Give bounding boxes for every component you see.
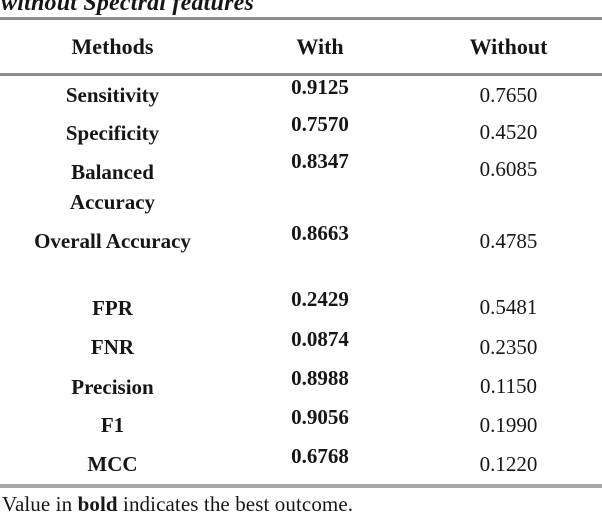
without-value-cell: 0.6085 — [479, 157, 538, 181]
method-label: Overall Accuracy — [34, 229, 191, 253]
without-value-cell: 0.1150 — [480, 374, 537, 398]
caption-text: without Spectral features — [1, 0, 255, 16]
with-value-cell: 0.8663 — [291, 220, 349, 245]
row-gap-spacer — [0, 260, 602, 288]
without-value-cell: 0.1990 — [479, 412, 538, 437]
table-row-precision: Precision 0.8988 0.1150 — [0, 366, 602, 406]
footnote-bold-word: bold — [77, 492, 118, 516]
table-row-balanced-accuracy: Balanced Accuracy 0.8347 0.6085 — [0, 149, 602, 222]
with-value-cell: 0.7570 — [291, 112, 349, 136]
method-name-cell: Specificity — [0, 118, 225, 148]
table-row-mcc: MCC 0.6768 0.1220 — [0, 444, 602, 484]
column-header-methods: Methods — [71, 33, 154, 59]
table-footnote: Value in bold indicates the best outcome… — [0, 488, 602, 517]
table-caption-fragment: without Spectral features — [0, 0, 602, 17]
table-row-f1: F1 0.9056 0.1990 — [0, 404, 602, 444]
method-name-cell: Sensitivity — [0, 80, 225, 110]
table-header-row: Methods With Without — [0, 20, 602, 73]
method-name-cell: FPR — [0, 293, 225, 323]
method-label: Sensitivity — [65, 83, 160, 107]
with-value-cell: 0.0874 — [291, 326, 349, 351]
without-value-cell: 0.2350 — [479, 334, 538, 359]
table-row-specificity: Specificity 0.7570 0.4520 — [0, 112, 602, 151]
method-label: FNR — [90, 335, 135, 359]
with-value-cell: 0.8988 — [291, 366, 349, 390]
without-value-cell: 0.4520 — [479, 120, 538, 144]
method-name-cell: Precision — [0, 372, 225, 402]
without-value-cell: 0.1220 — [479, 451, 538, 476]
without-value-cell: 0.7650 — [479, 82, 538, 107]
method-name-cell: F1 — [0, 410, 225, 440]
column-header-with: With — [296, 33, 344, 59]
method-label: F1 — [100, 413, 125, 437]
footnote-prefix: Value in — [2, 492, 78, 516]
method-label: Precision — [71, 374, 154, 399]
column-header-without: Without — [469, 33, 548, 59]
without-value-cell: 0.4785 — [479, 228, 538, 253]
with-value-cell: 0.6768 — [291, 443, 349, 468]
method-label: Balanced Accuracy — [69, 160, 156, 214]
method-name-cell: MCC — [0, 449, 225, 479]
table-row-fnr: FNR 0.0874 0.2350 — [0, 327, 602, 367]
method-name-cell: FNR — [0, 332, 225, 362]
with-value-cell: 0.2429 — [291, 287, 349, 311]
top-rule — [0, 17, 602, 20]
method-label: Specificity — [65, 120, 160, 145]
with-value-cell: 0.9125 — [291, 74, 349, 99]
method-name-cell: Overall Accuracy — [0, 226, 225, 256]
table-row-sensitivity: Sensitivity 0.9125 0.7650 — [0, 74, 602, 114]
method-label: FPR — [92, 295, 133, 320]
table-row-fpr: FPR 0.2429 0.5481 — [0, 287, 602, 327]
bottom-rule — [0, 484, 602, 488]
method-label: MCC — [87, 452, 138, 476]
with-value-cell: 0.9056 — [291, 404, 349, 429]
footnote-suffix: indicates the best outcome. — [117, 492, 354, 516]
table-body: Sensitivity 0.9125 0.7650 Specificity 0.… — [0, 74, 602, 484]
without-value-cell: 0.5481 — [479, 295, 538, 319]
table-row-overall-accuracy: Overall Accuracy 0.8663 0.4785 — [0, 220, 602, 260]
header-rule — [0, 73, 602, 76]
method-name-cell: Balanced Accuracy — [0, 151, 225, 217]
with-value-cell: 0.8347 — [291, 149, 349, 173]
